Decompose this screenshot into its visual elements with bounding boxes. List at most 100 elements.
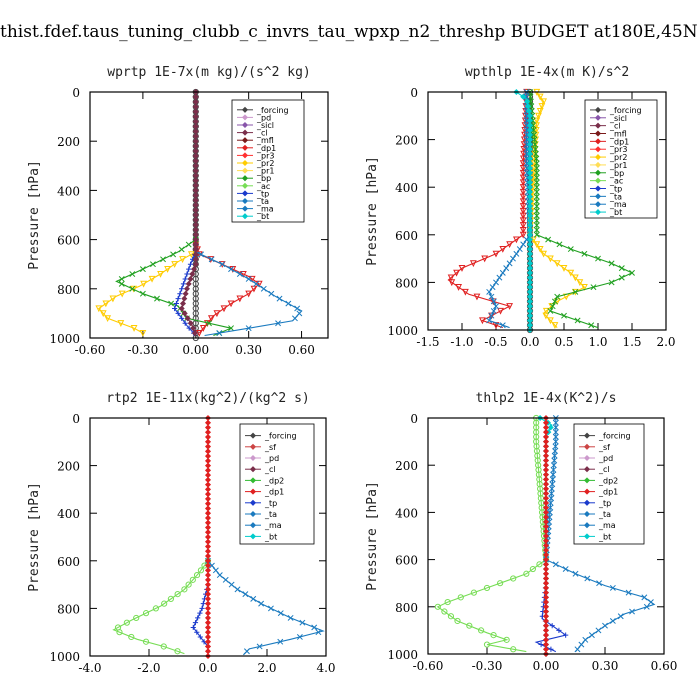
series-marker xyxy=(533,241,541,249)
series-marker xyxy=(551,322,559,329)
series-marker xyxy=(510,575,517,582)
series-marker xyxy=(109,295,117,303)
legend-entry: _bt xyxy=(609,208,622,217)
series-marker xyxy=(95,305,103,313)
chart-panel-rtp2: rtp2 1E-11x(kg^2)/(kg^2 s) Pressure [hPa]… xyxy=(27,391,336,675)
series-marker xyxy=(245,290,253,298)
series-marker xyxy=(533,208,540,214)
legend-marker xyxy=(241,121,249,129)
series-pr2 xyxy=(95,251,197,337)
series-marker xyxy=(267,605,274,612)
legend-entry: _pr2 xyxy=(256,159,274,168)
y-tick-label: 1000 xyxy=(387,648,418,662)
x-tick-label: 4.0 xyxy=(316,661,335,675)
legend-entry: _tp xyxy=(256,189,269,198)
series-marker xyxy=(519,188,527,196)
series-marker xyxy=(213,310,221,318)
series-marker xyxy=(139,290,146,297)
series-marker xyxy=(276,295,283,302)
series-ta xyxy=(543,415,656,653)
series-marker xyxy=(596,580,603,587)
series-marker xyxy=(157,270,164,278)
series-marker xyxy=(532,141,538,148)
legend-entry: _mfl xyxy=(609,130,627,139)
legend-marker xyxy=(249,432,257,439)
legend-entry: _forcing xyxy=(264,432,297,441)
series-marker xyxy=(182,290,189,297)
x-tick-label: -0.5 xyxy=(484,335,507,349)
legend-marker xyxy=(249,477,257,484)
series-marker xyxy=(497,580,504,587)
series-tp xyxy=(534,580,569,653)
series-marker xyxy=(520,150,528,158)
series-marker xyxy=(647,599,654,606)
series-marker xyxy=(526,108,533,115)
series-marker xyxy=(457,594,464,601)
series-marker xyxy=(492,250,500,258)
series-marker xyxy=(195,615,201,621)
series-marker xyxy=(483,584,491,592)
legend-entry: _mfl xyxy=(256,136,274,145)
series-marker xyxy=(549,481,556,488)
series-marker xyxy=(212,567,219,574)
legend-marker xyxy=(249,499,257,506)
series-marker xyxy=(533,189,540,195)
series-bp xyxy=(115,236,234,337)
series-marker xyxy=(503,636,510,643)
series-marker xyxy=(174,648,181,655)
series-marker xyxy=(490,308,497,314)
series-marker xyxy=(168,300,175,307)
series-marker xyxy=(506,260,513,267)
legend-marker xyxy=(241,144,249,151)
series-marker xyxy=(552,419,559,426)
series-marker xyxy=(516,246,523,253)
series-marker xyxy=(179,286,185,292)
series-marker xyxy=(510,646,517,653)
y-tick-label: 200 xyxy=(57,135,80,149)
series-marker xyxy=(118,290,126,298)
series-marker xyxy=(140,280,148,288)
series-marker xyxy=(520,241,527,248)
series-marker xyxy=(554,293,561,300)
series-marker xyxy=(533,198,540,205)
x-tick-label: 0.00 xyxy=(182,343,209,357)
series-marker xyxy=(489,284,496,291)
series-marker xyxy=(609,618,616,624)
series-marker xyxy=(184,315,191,322)
legend-marker xyxy=(241,182,249,189)
series-marker xyxy=(535,112,542,120)
series-marker xyxy=(523,122,530,129)
legend-entry: _pr3 xyxy=(256,151,274,160)
series-marker xyxy=(180,281,187,287)
legend-marker xyxy=(583,477,591,484)
series-marker xyxy=(533,165,540,172)
legend-marker xyxy=(241,114,249,121)
legend-marker xyxy=(594,106,602,113)
legend-entry: _bp xyxy=(609,169,624,178)
series-marker xyxy=(185,280,192,287)
series-marker xyxy=(550,466,557,473)
series-marker xyxy=(486,317,493,324)
series-marker xyxy=(192,261,199,268)
series-marker xyxy=(493,279,499,286)
series-marker xyxy=(560,265,568,272)
legend-marker xyxy=(594,122,602,129)
y-tick-label: 1000 xyxy=(49,332,80,346)
chart-title: wprtp 1E-7x(m kg)/(s^2 kg) xyxy=(107,65,311,80)
series-marker xyxy=(130,325,138,332)
legend-entry: _pr1 xyxy=(609,161,627,170)
legend-marker xyxy=(249,443,257,450)
series-marker xyxy=(536,245,544,253)
series-marker xyxy=(234,586,241,593)
series-marker xyxy=(618,274,625,281)
series-marker xyxy=(228,581,235,588)
y-tick-label: 0 xyxy=(72,412,80,426)
series-marker xyxy=(499,269,506,276)
series-marker xyxy=(444,598,451,606)
series-marker xyxy=(172,305,178,312)
series-marker xyxy=(533,169,540,176)
series-marker xyxy=(198,251,205,258)
series-marker xyxy=(533,160,540,167)
series-line xyxy=(529,91,586,328)
